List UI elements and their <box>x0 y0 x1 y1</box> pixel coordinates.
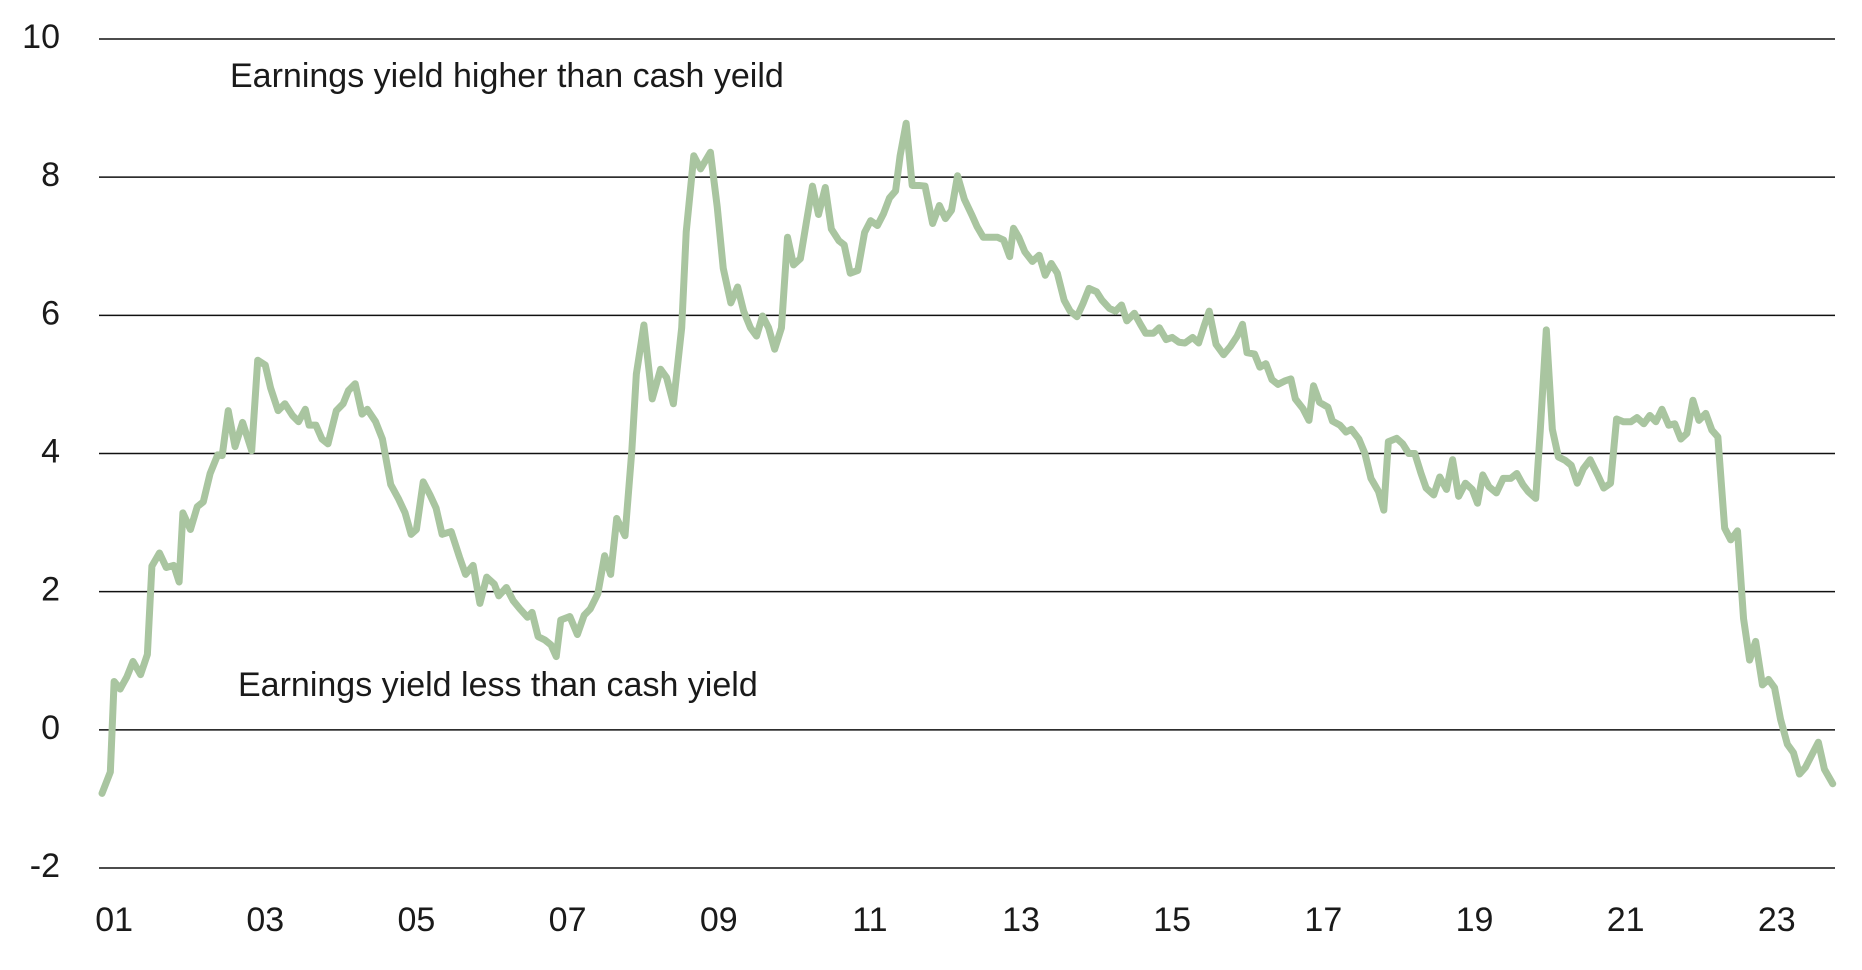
x-tick-label: 07 <box>549 901 587 939</box>
x-tick-label: 17 <box>1304 901 1342 939</box>
y-tick-label: 4 <box>41 432 60 470</box>
y-tick-label: 10 <box>22 18 60 56</box>
x-tick-label: 23 <box>1758 901 1796 939</box>
x-tick-label: 05 <box>398 901 436 939</box>
x-tick-label: 13 <box>1002 901 1040 939</box>
x-tick-label: 11 <box>852 901 887 939</box>
annotation: Earnings yield higher than cash yeild <box>230 57 784 95</box>
x-tick-label: 19 <box>1456 901 1494 939</box>
x-tick-label: 09 <box>700 901 738 939</box>
y-tick-label: 8 <box>41 156 60 194</box>
y-tick-label: 2 <box>41 571 60 609</box>
x-tick-label: 15 <box>1153 901 1191 939</box>
y-tick-label: 6 <box>41 294 60 332</box>
data-line <box>98 119 1837 797</box>
annotation: Earnings yield less than cash yield <box>238 666 758 704</box>
x-tick-label: 01 <box>95 901 133 939</box>
y-tick-label: -2 <box>30 847 60 885</box>
y-tick-label: 0 <box>41 709 60 747</box>
x-tick-label: 21 <box>1607 901 1645 939</box>
x-tick-label: 03 <box>246 901 284 939</box>
